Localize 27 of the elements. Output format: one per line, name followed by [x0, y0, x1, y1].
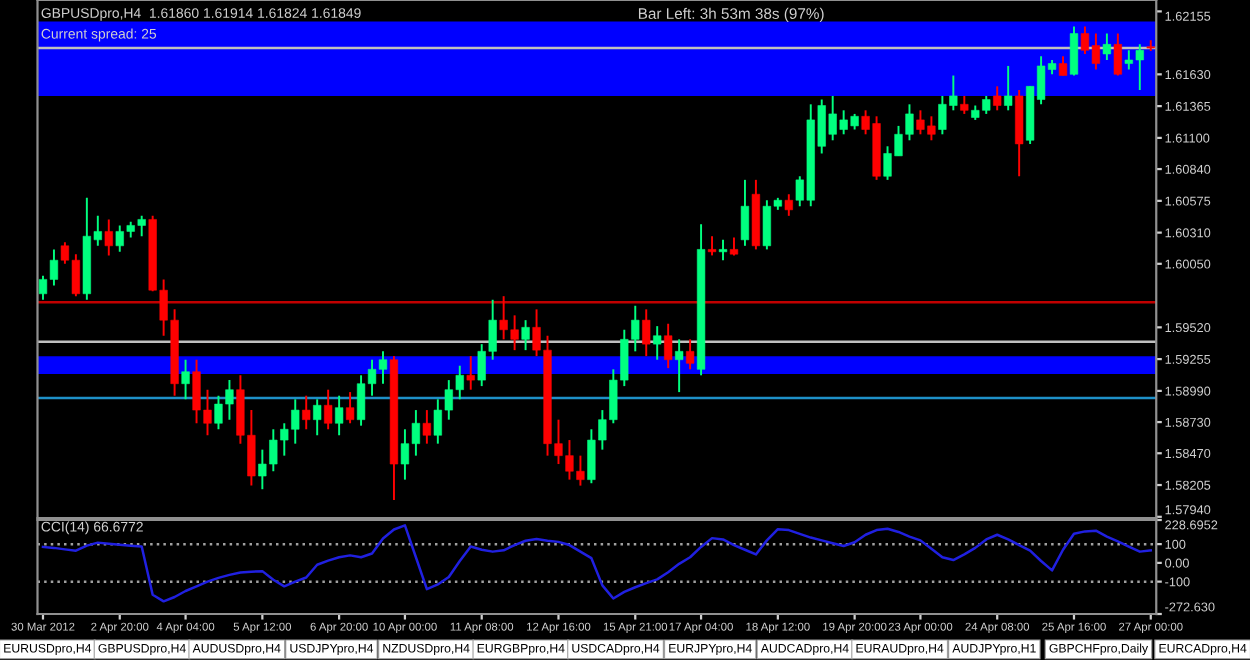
- candlestick: [1015, 88, 1024, 178]
- candlestick: [335, 394, 344, 437]
- candlestick: [1058, 55, 1068, 77]
- candlestick: [1004, 64, 1013, 112]
- candlestick: [718, 238, 728, 262]
- candlestick: [707, 235, 717, 257]
- candlestick: [1102, 32, 1112, 61]
- candlestick: [1113, 32, 1122, 77]
- candlestick: [181, 358, 190, 401]
- candlestick: [302, 394, 311, 431]
- candlestick: [653, 325, 662, 361]
- candlestick: [685, 338, 695, 371]
- candlestick: [664, 322, 673, 370]
- candlestick: [642, 308, 651, 358]
- candlestick: [422, 409, 431, 445]
- candlestick: [1069, 25, 1079, 77]
- candlestick: [784, 193, 793, 217]
- candlestick: [466, 355, 475, 391]
- candlestick: [345, 391, 355, 425]
- candlestick: [104, 218, 113, 257]
- candlestick: [324, 388, 333, 431]
- candlestick: [521, 319, 530, 352]
- candlestick: [740, 178, 750, 247]
- candlestick: [675, 338, 684, 394]
- candlestick: [313, 398, 322, 437]
- line-series: [41, 524, 1153, 603]
- candlestick: [993, 85, 1002, 112]
